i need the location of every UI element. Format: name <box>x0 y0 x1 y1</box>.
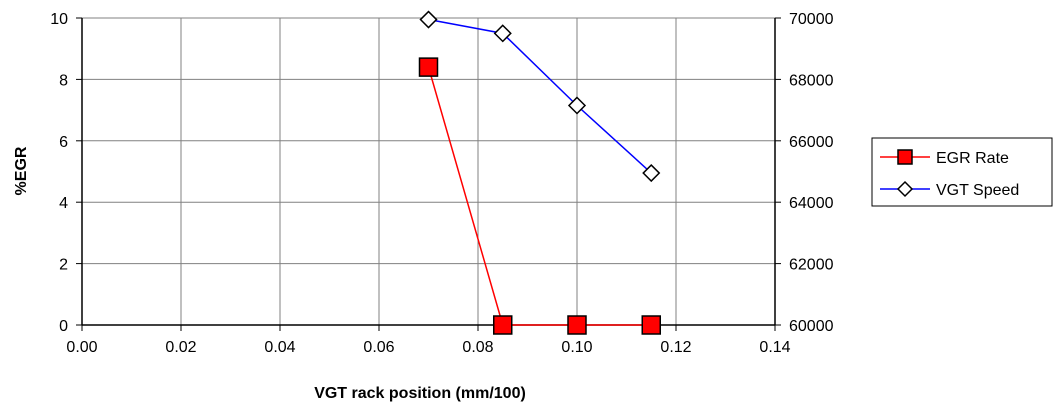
y2-tick-label: 60000 <box>789 318 834 335</box>
data-point <box>493 24 512 43</box>
series-vgt-speed <box>419 10 661 183</box>
data-point <box>642 163 661 183</box>
x-tick-label: 0.00 <box>66 339 97 356</box>
y2-tick-label: 62000 <box>789 257 834 274</box>
series-layer <box>418 10 661 335</box>
y-axis-title: %EGR <box>13 146 30 195</box>
x-tick-label: 0.06 <box>363 339 394 356</box>
data-point <box>493 315 513 335</box>
x-tick-label: 0.10 <box>561 339 592 356</box>
x-axis-title: VGT rack position (mm/100) <box>314 385 526 402</box>
y-tick-label: 8 <box>59 72 68 89</box>
data-point <box>418 57 439 77</box>
data-point <box>641 315 661 335</box>
tick-labels: 0.00 0.02 0.04 0.06 0.08 0.10 0.12 0.14 0 2 4 6 8 10 6… <box>50 11 833 356</box>
y2-tick-label: 70000 <box>789 11 834 28</box>
data-point <box>567 96 587 115</box>
series-line <box>427 66 652 326</box>
y2-tick-label: 66000 <box>789 134 834 151</box>
series-egr-rate <box>418 57 661 335</box>
y-tick-label: 10 <box>50 11 68 28</box>
legend-label: VGT Speed <box>936 182 1019 199</box>
legend: EGR Rate VGT Speed <box>871 137 1053 207</box>
x-tick-label: 0.14 <box>759 339 790 356</box>
x-tick-label: 0.04 <box>264 339 295 356</box>
data-point <box>419 10 438 29</box>
y-tick-label: 4 <box>59 195 68 212</box>
y-tick-label: 6 <box>59 134 68 151</box>
data-point <box>897 149 913 165</box>
y2-tick-label: 64000 <box>789 195 834 212</box>
data-point <box>567 315 587 335</box>
legend-item: VGT Speed <box>880 180 1019 199</box>
y2-tick-label: 68000 <box>789 72 834 89</box>
y-tick-label: 0 <box>59 318 68 335</box>
series-line <box>428 18 652 174</box>
x-tick-label: 0.12 <box>660 339 691 356</box>
x-tick-label: 0.08 <box>462 339 493 356</box>
y-tick-label: 2 <box>59 257 68 274</box>
legend-label: EGR Rate <box>936 150 1009 167</box>
legend-item: EGR Rate <box>880 149 1009 167</box>
x-tick-label: 0.02 <box>165 339 196 356</box>
data-point <box>896 180 914 198</box>
